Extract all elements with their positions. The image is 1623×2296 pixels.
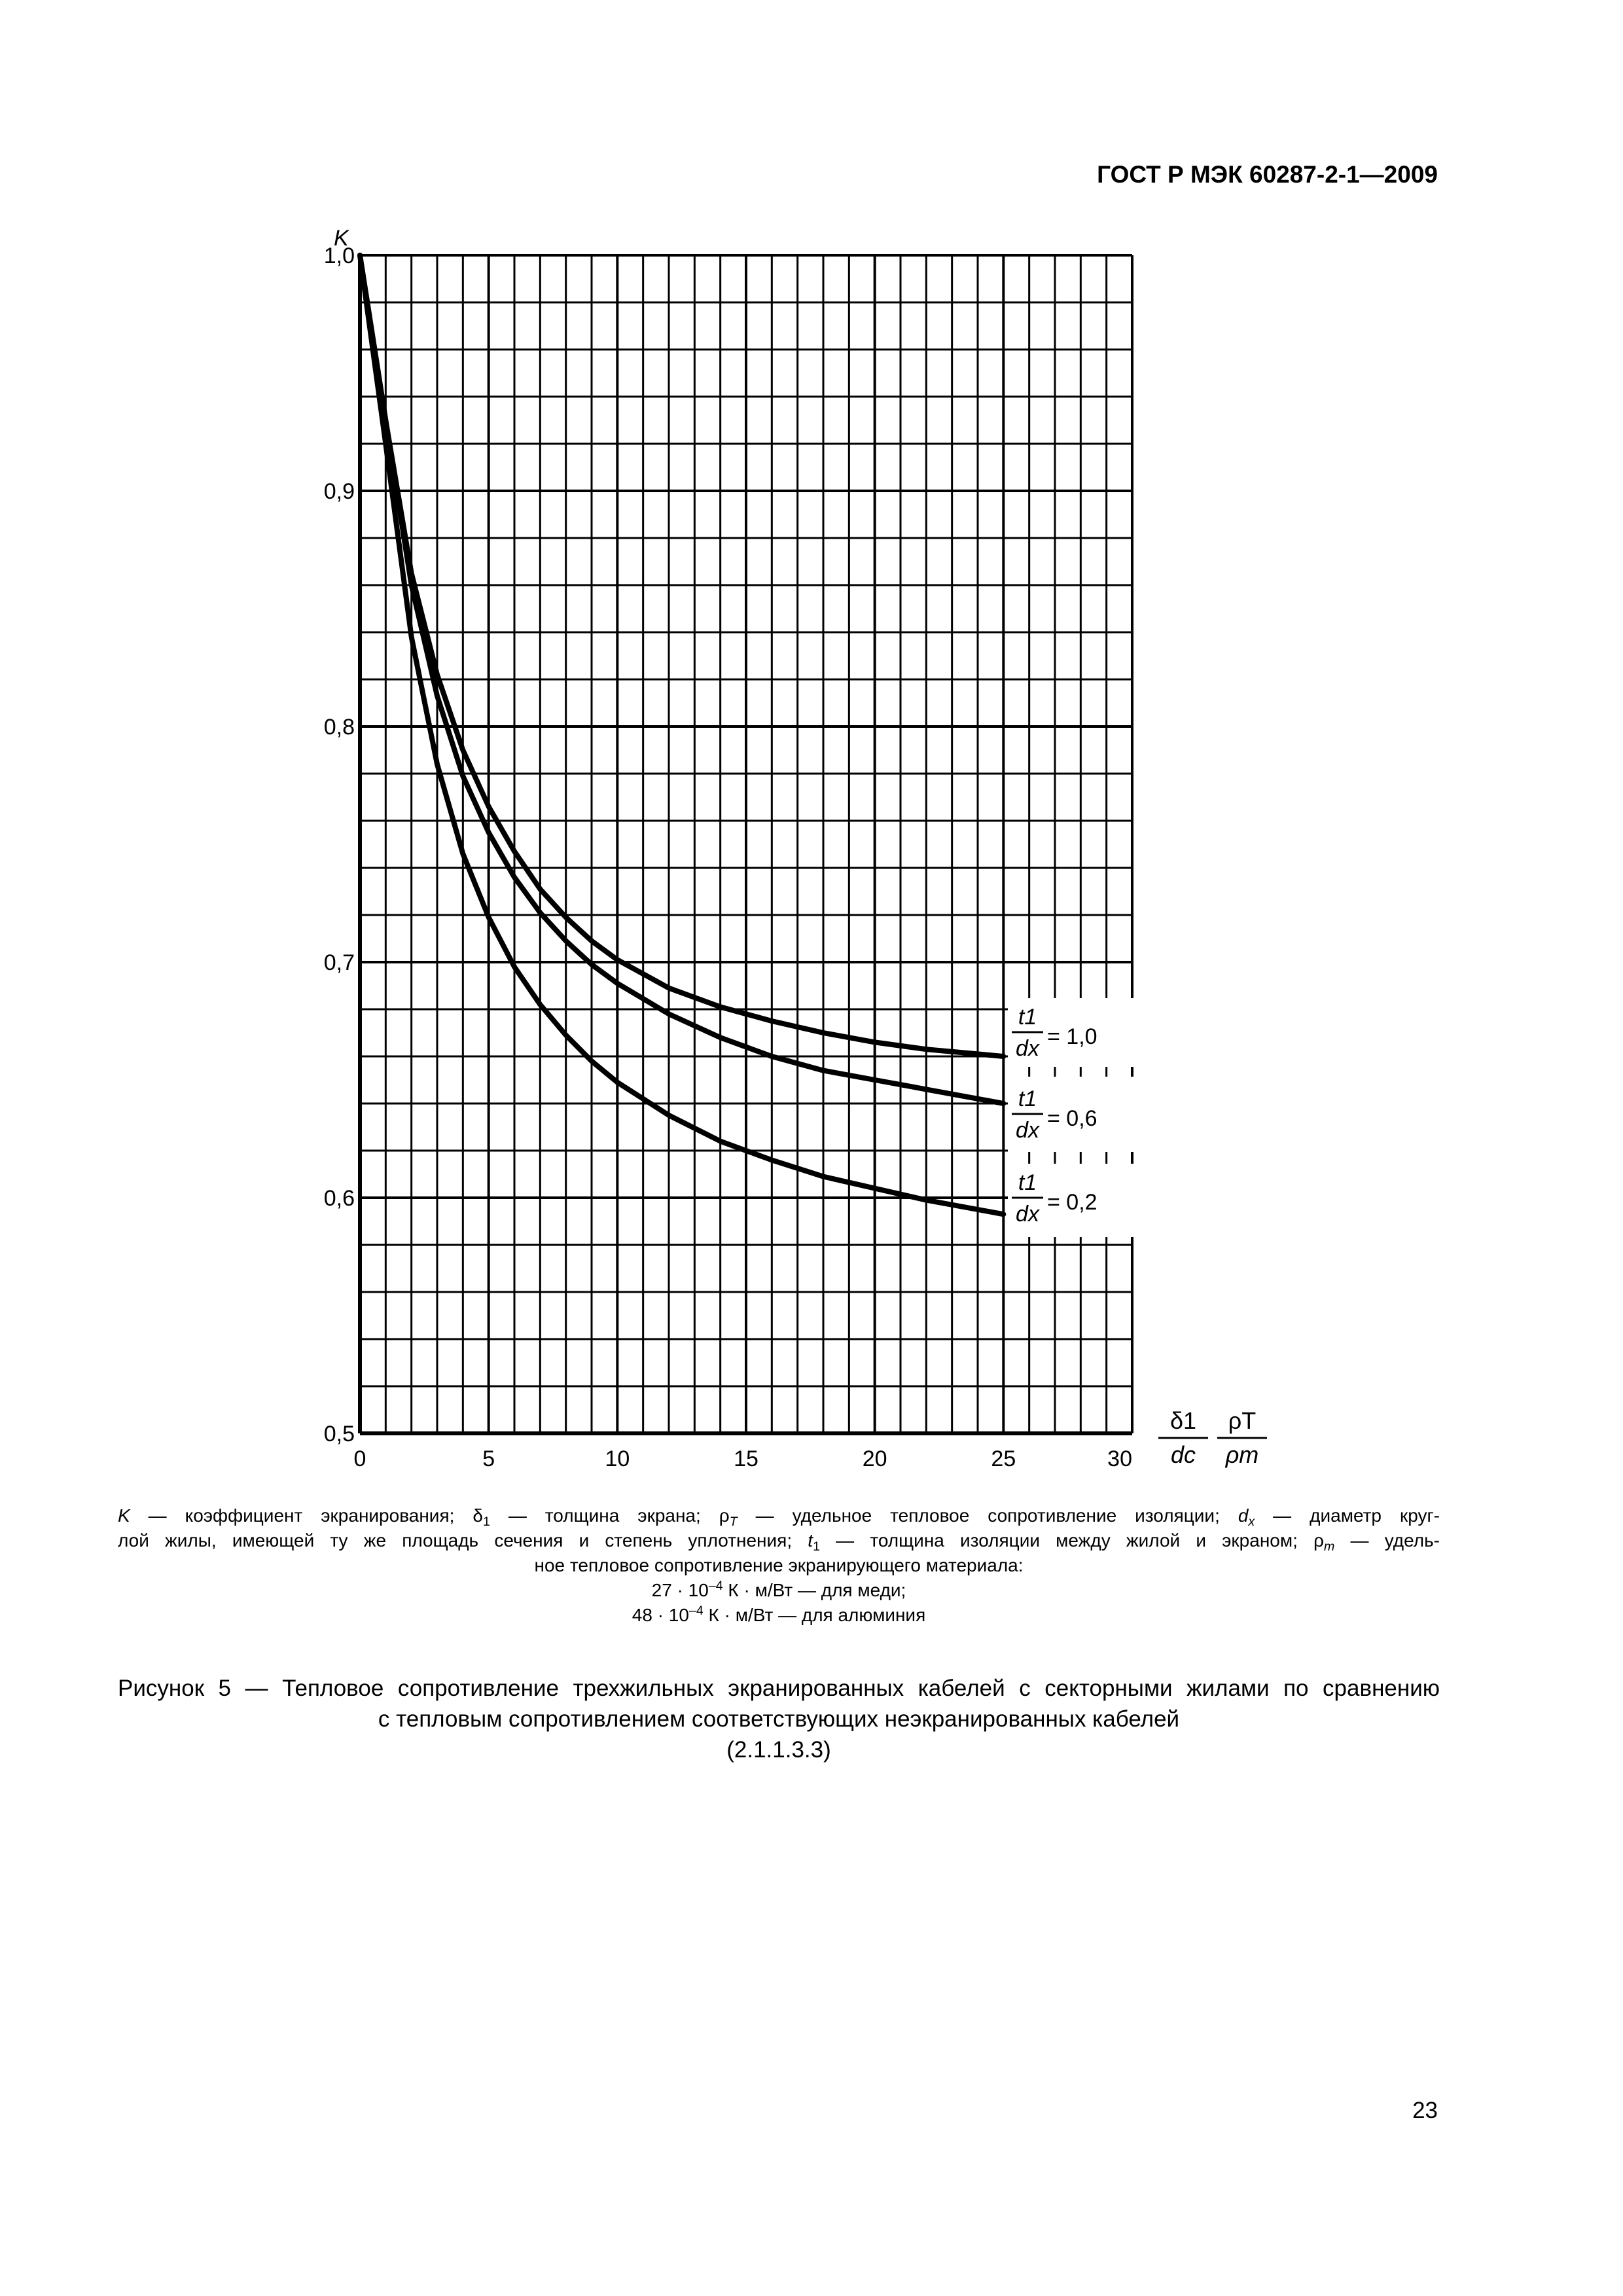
curve-label-box xyxy=(1008,1164,1139,1237)
y-tick-label: 0,9 xyxy=(324,479,355,504)
series-label-den-2: dx xyxy=(1016,1118,1040,1143)
y-tick-label: 0,8 xyxy=(324,715,355,740)
figure-key-line-5: 48 · 10–4 К · м/Вт — для алюминия xyxy=(632,1604,926,1625)
chart-grid xyxy=(358,254,1139,1435)
x-tick-label: 15 xyxy=(734,1446,758,1471)
figure-key-line-2: лой жилы, имеющей ту же площадь сечения … xyxy=(118,1530,1440,1554)
figure-key-line-3: ное тепловое сопротивление экранирующего… xyxy=(534,1555,1024,1575)
x-label-fraction-2: ρT ρm xyxy=(1217,1407,1267,1468)
figure-key-line-4: 27 · 10–4 К · м/Вт — для меди; xyxy=(651,1579,906,1600)
chart-labels: 0,5 0,6 0,7 0,8 0,9 1,0 0 5 10 15 20 25 30 Kδ1 dc ρT ρm t… xyxy=(324,226,1267,1471)
x-label-fraction-2-den: ρm xyxy=(1225,1441,1259,1468)
x-tick-label: 10 xyxy=(605,1446,630,1471)
chart: 0,5 0,6 0,7 0,8 0,9 1,0 0 5 10 15 20 25 30 Kδ1 dc ρT ρm t… xyxy=(324,226,1267,1471)
series-line-3 xyxy=(357,253,1007,1217)
y-tick-label: 0,5 xyxy=(324,1422,355,1446)
chart-curves xyxy=(357,253,1007,1217)
series-label-num-3: t1 xyxy=(1018,1170,1037,1195)
series-label-value-3: = 0,2 xyxy=(1047,1190,1097,1215)
page-number: 23 xyxy=(1412,2098,1438,2123)
x-label-fraction-2-num: ρT xyxy=(1228,1407,1256,1434)
x-tick-label: 20 xyxy=(863,1446,887,1471)
series-label-value-1: = 1,0 xyxy=(1047,1024,1097,1049)
document-header-standard: ГОСТ Р МЭК 60287-2-1—2009 xyxy=(1097,161,1438,188)
x-label-fraction-1: δ1 dc xyxy=(1158,1407,1208,1468)
series-label-value-2: = 0,6 xyxy=(1047,1106,1097,1131)
y-tick-label: 1,0 xyxy=(324,243,355,268)
x-tick-label: 5 xyxy=(482,1446,495,1471)
x-label-fraction-1-num: δ1 xyxy=(1170,1407,1196,1434)
figure-caption: Рисунок 5 — Тепловое сопротивление трехж… xyxy=(118,1673,1440,1765)
y-tick-label: 0,6 xyxy=(324,1186,355,1211)
series-line-2 xyxy=(357,253,1007,1106)
series-label-den-1: dx xyxy=(1016,1036,1040,1061)
figure-caption-line-3: (2.1.1.3.3) xyxy=(726,1737,831,1763)
x-label-fraction-1-den: dc xyxy=(1171,1441,1196,1468)
series-label-den-3: dx xyxy=(1016,1202,1040,1227)
y-axis-label: K xyxy=(334,226,349,251)
x-tick-label: 0 xyxy=(354,1446,366,1471)
x-tick-label: 25 xyxy=(991,1446,1016,1471)
series-label-num-1: t1 xyxy=(1018,1005,1037,1030)
figure-caption-line-2: с тепловым сопротивлением соответствующи… xyxy=(378,1706,1180,1732)
y-tick-label: 0,7 xyxy=(324,950,355,975)
figure-caption-line-1: Рисунок 5 — Тепловое сопротивление трехж… xyxy=(118,1676,1440,1701)
figure-key-line-1: K — коэффициент экранирования; δ1 — толщ… xyxy=(118,1505,1440,1529)
figure-key: K — коэффициент экранирования; δ1 — толщ… xyxy=(118,1503,1440,1628)
series-line-1 xyxy=(357,253,1007,1059)
series-label-num-2: t1 xyxy=(1018,1086,1037,1111)
x-tick-label: 30 xyxy=(1107,1446,1132,1471)
